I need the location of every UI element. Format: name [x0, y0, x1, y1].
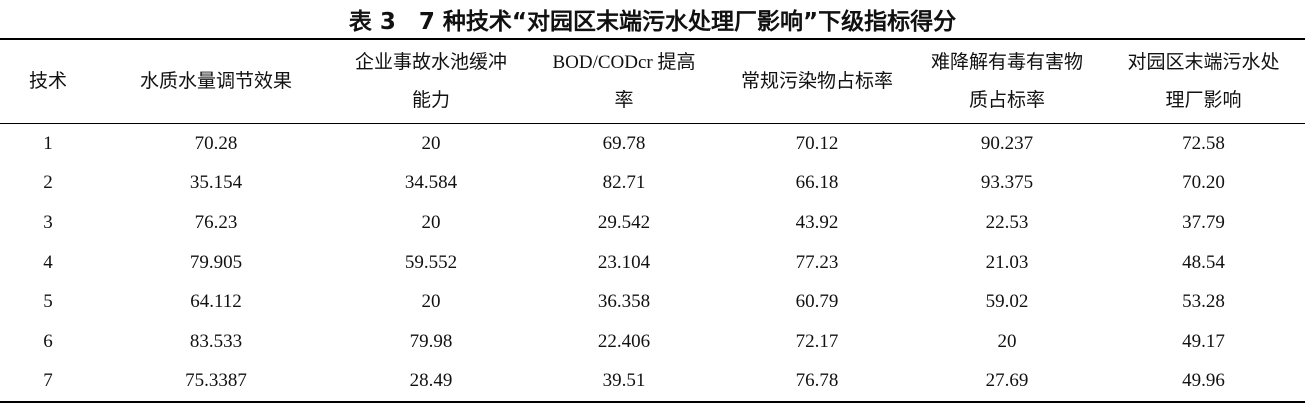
table-cell: 70.12	[795, 132, 839, 154]
table-body: 1 70.28 20 69.78 70.12 90.237 72.58 2 35.154 34.5…	[0, 124, 1305, 403]
table-cell: 3	[43, 211, 53, 233]
table-cell: 66.18	[795, 172, 839, 194]
table-row: 1 70.28 20 69.78 70.12 90.237 72.58	[0, 124, 1305, 164]
header-cell: 水质水量调节效果	[96, 39, 336, 124]
table-cell: 90.237	[980, 132, 1034, 154]
table-cell: 2	[43, 172, 53, 194]
table-row: 3 76.23 20 29.542 43.92 22.53 37.79	[0, 203, 1305, 243]
table-cell: 6	[43, 330, 53, 352]
table-cell: 22.53	[985, 211, 1029, 233]
table-cell: 69.78	[602, 132, 646, 154]
table-cell: 75.3387	[185, 370, 247, 392]
table-cell: 59.552	[404, 251, 458, 273]
header-text: 质占标率	[968, 89, 1045, 111]
table-cell: 21.03	[985, 251, 1029, 273]
header-text: 水质水量调节效果	[139, 70, 292, 92]
header-text: 能力	[411, 89, 450, 111]
table-cell: 39.51	[602, 370, 646, 392]
table-title: 表 3 7 种技术“对园区末端污水处理厂影响”下级指标得分	[348, 9, 957, 35]
header-cell: 难降解有毒有害物 质占标率	[912, 39, 1102, 124]
table-cell: 20	[421, 291, 441, 313]
header-cell: 常规污染物占标率	[722, 39, 912, 124]
table-cell: 93.375	[980, 172, 1034, 194]
table-cell: 49.96	[1182, 370, 1225, 392]
header-text: 企业事故水池缓冲	[354, 51, 507, 73]
table-cell: 29.542	[597, 211, 651, 233]
table-cell: 27.69	[985, 370, 1029, 392]
table-cell: 83.533	[189, 330, 243, 352]
header-text: 常规污染物占标率	[740, 70, 893, 92]
table-cell: 49.17	[1182, 330, 1225, 352]
table-cell: 22.406	[597, 330, 651, 352]
table-header: 技术 水质水量调节效果 企业事故水池缓冲 能力 BOD/CODcr 提高率常规污染物占标…	[0, 39, 1305, 124]
table-cell: 5	[43, 291, 53, 313]
header-text: 技术	[28, 70, 67, 92]
table-cell: 28.49	[409, 370, 453, 392]
header-cell: 对园区末端污水处 理厂影响	[1102, 39, 1305, 124]
table-cell: 82.71	[602, 172, 646, 194]
table-cell: 36.358	[597, 291, 651, 313]
header-text: 难降解有毒有害物	[930, 51, 1083, 73]
table-cell: 70.20	[1182, 172, 1225, 194]
table-cell: 60.79	[795, 291, 839, 313]
table-cell: 77.23	[795, 251, 839, 273]
table-cell: 23.104	[597, 251, 651, 273]
table-row: 6 83.533 79.98 22.406 72.17 20 49.17	[0, 322, 1305, 362]
table-cell: 20	[997, 330, 1017, 352]
header-text: BOD/CODcr 提高	[552, 51, 696, 73]
table-cell: 59.02	[985, 291, 1029, 313]
header-cell: 企业事故水池缓冲 能力	[336, 39, 526, 124]
table-cell: 4	[43, 251, 53, 273]
table-row: 2 35.154 34.584 82.71 66.18 93.375 70.20	[0, 164, 1305, 204]
table-cell: 76.78	[795, 370, 839, 392]
header-text: 理厂影响	[1165, 89, 1242, 111]
table-cell: 34.584	[404, 172, 458, 194]
table-cell: 7	[43, 370, 53, 392]
table-cell: 48.54	[1182, 251, 1225, 273]
header-cell: BOD/CODcr 提高率	[526, 39, 722, 124]
table-cell: 20	[421, 211, 441, 233]
table-cell: 20	[421, 132, 441, 154]
table-cell: 79.98	[409, 330, 453, 352]
header-cell: 技术	[0, 39, 96, 124]
score-table: 技术 水质水量调节效果 企业事故水池缓冲 能力 BOD/CODcr 提高率常规污染物占标…	[0, 38, 1305, 404]
table-cell: 70.28	[194, 132, 238, 154]
table-row: 5 64.112 20 36.358 60.79 59.02 53.28	[0, 282, 1305, 322]
table-cell: 79.905	[189, 251, 243, 273]
header-text: 对园区末端污水处	[1127, 51, 1280, 73]
table-cell: 72.17	[795, 330, 839, 352]
table-cell: 72.58	[1182, 132, 1225, 154]
table-cell: 64.112	[190, 291, 242, 313]
header-row: 技术 水质水量调节效果 企业事故水池缓冲 能力 BOD/CODcr 提高率常规污染物占标…	[0, 39, 1305, 124]
table-cell: 1	[43, 132, 53, 154]
header-text: 率	[614, 89, 634, 111]
table-cell: 37.79	[1182, 211, 1225, 233]
table-cell: 53.28	[1182, 291, 1225, 313]
table-row: 4 79.905 59.552 23.104 77.23 21.03 48.54	[0, 243, 1305, 283]
table-cell: 76.23	[194, 211, 238, 233]
table-row: 7 75.3387 28.49 39.51 76.78 27.69 49.96	[0, 362, 1305, 403]
table-cell: 35.154	[189, 172, 243, 194]
table-cell: 43.92	[795, 211, 839, 233]
